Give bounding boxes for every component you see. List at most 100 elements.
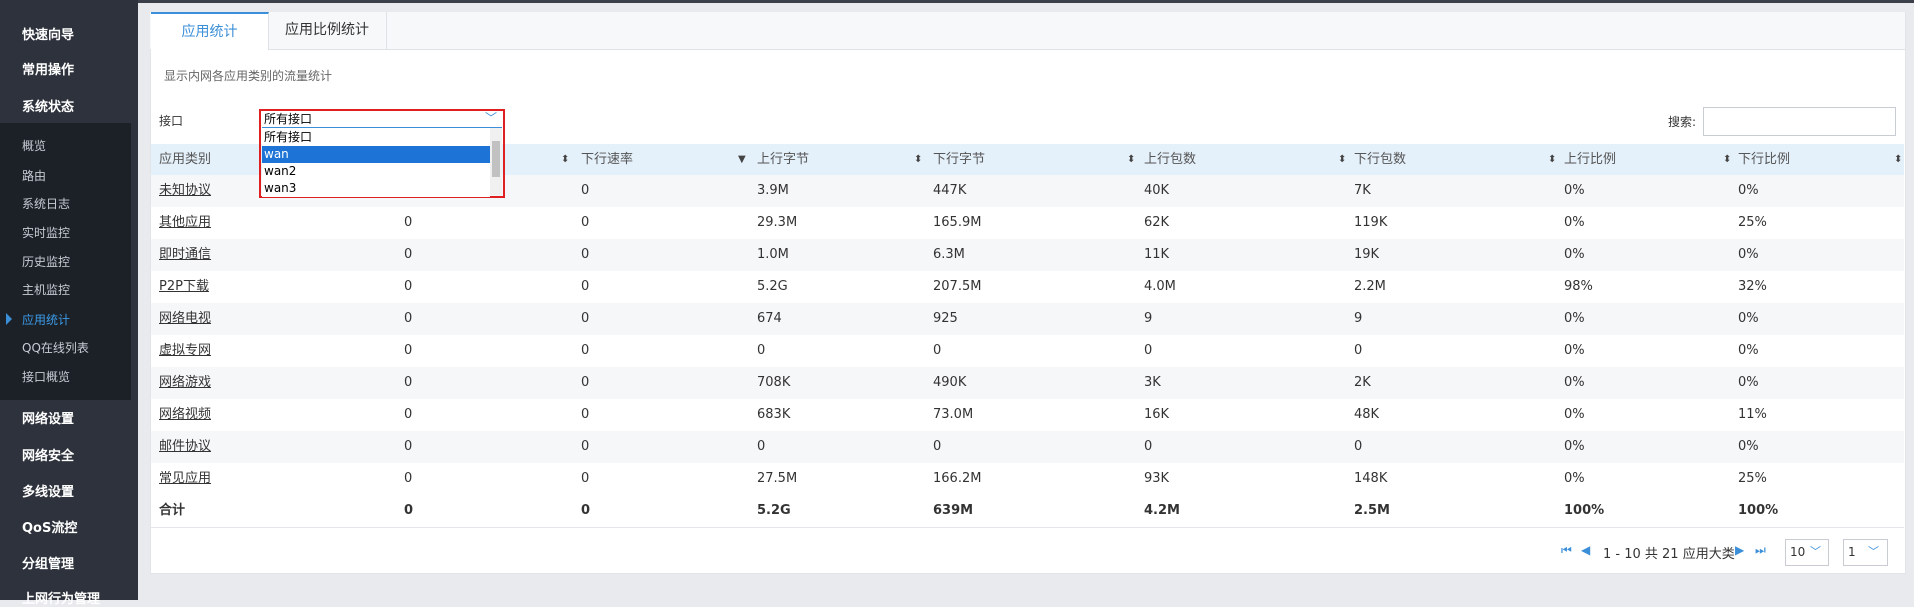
sort-icon[interactable]: ⬍ [1723,154,1732,165]
cell: 119K [1354,215,1388,230]
table-bottom [151,527,1904,528]
cell: 0 [933,343,942,358]
menu-item[interactable]: 系统状态 [22,100,75,115]
cell: 0 [581,407,590,422]
cell: 0% [1738,439,1759,454]
cell: 73.0M [933,407,974,422]
cell: 4.0M [1144,279,1176,294]
cell: 0 [581,343,590,358]
search-input[interactable] [1703,107,1896,136]
menu-item[interactable]: 快速向导 [22,28,75,43]
page-prev[interactable]: ◀ [1581,543,1591,557]
column-header[interactable]: 下行比例 [1738,152,1791,167]
category-link[interactable]: 未知协议 [159,183,212,198]
submenu-item[interactable]: 实时监控 [22,226,71,240]
category-link[interactable]: 网络游戏 [159,375,212,390]
row-stripe [151,367,1904,399]
menu-item[interactable]: 网络安全 [22,449,75,464]
cell: 98% [1564,279,1593,294]
select-arrow[interactable]: ﹀ [1868,545,1879,558]
option[interactable]: wan3 [262,180,490,197]
column-header[interactable]: 应用类别 [159,152,212,167]
submenu-item[interactable]: 系统日志 [22,197,71,211]
page-size-select[interactable] [1785,539,1829,566]
cell: 447K [933,183,967,198]
column-header[interactable]: 下行包数 [1354,152,1407,167]
sort-icon[interactable]: ⬍ [1338,154,1347,165]
page-number[interactable]: 1 [1848,545,1856,559]
content-panel [150,12,1906,574]
category-link[interactable]: 常见应用 [159,471,212,486]
page-size[interactable]: 10 [1790,545,1806,559]
category-link[interactable]: 网络视频 [159,407,212,422]
cell: 490K [933,375,967,390]
cell: 0 [404,407,413,422]
cell: 40K [1144,183,1170,198]
cell: 0 [581,183,590,198]
cell: 0 [404,215,413,230]
column-header[interactable]: 下行速率 [581,152,634,167]
category-link[interactable]: 网络电视 [159,311,212,326]
menu-item[interactable]: QoS流控 [22,521,78,536]
row-stripe [151,303,1904,335]
category-link[interactable]: 即时通信 [159,247,212,262]
category-link[interactable]: P2P下载 [159,279,209,294]
cell: 165.9M [933,215,982,230]
menu-item[interactable]: 上网行为管理 [22,592,101,607]
cell: 2.2M [1354,279,1386,294]
sort-icon[interactable]: ⬍ [1548,154,1557,165]
column-header[interactable]: 上行比例 [1564,152,1617,167]
select-value[interactable]: 所有接口 [264,112,313,126]
option[interactable]: wan2 [262,163,490,180]
submenu-item[interactable]: 应用统计 [22,313,71,327]
column-header[interactable]: 上行包数 [1144,152,1197,167]
page-next[interactable]: ▶ [1735,543,1745,557]
option[interactable]: 所有接口 [262,129,490,146]
column-header[interactable]: 上行字节 [757,152,810,167]
category-link[interactable]: 虚拟专网 [159,343,212,358]
cell: 6.3M [933,247,965,262]
cell: 11% [1738,407,1767,422]
sort-icon[interactable]: ⬍ [561,154,570,165]
column-header[interactable]: 下行字节 [933,152,986,167]
cell: 16K [1144,407,1170,422]
cell: 708K [757,375,791,390]
sort-icon[interactable]: ▼ [738,154,746,165]
active-marker [6,313,12,325]
page-last[interactable]: ⏭ [1755,543,1766,557]
select-arrow[interactable]: ﹀ [1810,545,1821,558]
cell: 0 [581,375,590,390]
total-cell: 5.2G [757,503,791,518]
menu-item[interactable]: 多线设置 [22,485,75,500]
description: 显示内网各应用类别的流量统计 [164,69,333,83]
submenu-item[interactable]: 接口概览 [22,370,71,384]
sort-icon[interactable]: ⬍ [1894,154,1903,165]
submenu-item[interactable]: 路由 [22,169,47,183]
cell: 25% [1738,471,1767,486]
total-cell: 0 [404,503,414,518]
page-select[interactable] [1843,539,1888,566]
row-stripe [151,431,1904,463]
category-link[interactable]: 其他应用 [159,215,212,230]
category-link[interactable]: 邮件协议 [159,439,212,454]
menu-item[interactable]: 网络设置 [22,412,75,427]
tab[interactable]: 应用统计 [151,12,269,50]
submenu-item[interactable]: QQ在线列表 [22,341,89,355]
submenu-item[interactable]: 历史监控 [22,255,71,269]
submenu-item[interactable]: 概览 [22,139,47,153]
cell: 674 [757,311,782,326]
cell: 0% [1564,407,1585,422]
sort-icon[interactable]: ⬍ [914,154,923,165]
tab[interactable]: 应用比例统计 [268,12,387,49]
select-box[interactable] [262,111,502,128]
cell: 93K [1144,471,1170,486]
sort-icon[interactable]: ⬍ [1127,154,1136,165]
cell: 5.2G [757,279,788,294]
menu-item[interactable]: 分组管理 [22,557,75,572]
menu-item[interactable]: 常用操作 [22,63,75,78]
option[interactable]: wan [262,146,490,163]
page-first[interactable]: ⏮ [1561,543,1572,557]
submenu-item[interactable]: 主机监控 [22,283,71,297]
cell: 19K [1354,247,1380,262]
select-arrow[interactable]: ﹀ [485,111,498,125]
